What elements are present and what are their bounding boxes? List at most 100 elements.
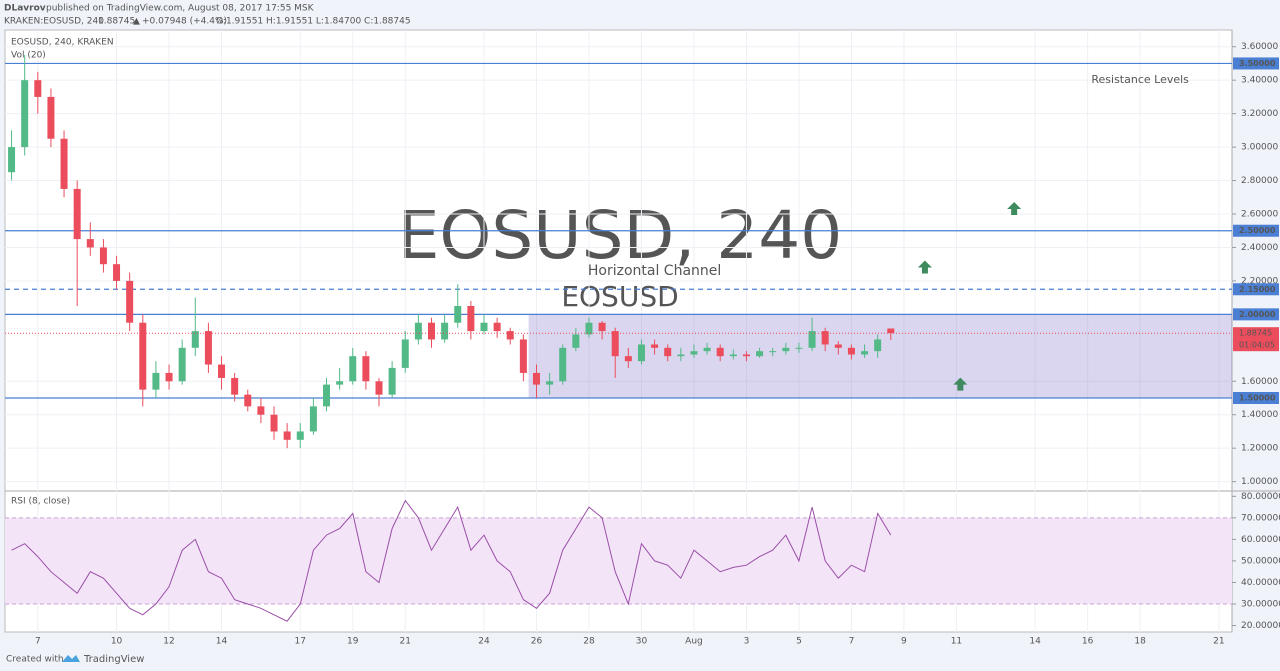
candle-body xyxy=(139,322,147,390)
candle-body xyxy=(296,431,304,440)
candle-body xyxy=(8,147,16,173)
rsi-band xyxy=(5,517,1232,604)
candle-body xyxy=(152,372,160,390)
y-tick-label: 1.60000 xyxy=(1241,377,1278,387)
watermark-sub: EOSUSD xyxy=(561,280,678,313)
candle-body xyxy=(204,331,212,365)
candle-body xyxy=(493,322,501,332)
candle-body xyxy=(34,80,42,97)
change: +0.07948 (+4.4%) xyxy=(142,17,227,27)
channel-label: Horizontal Channel xyxy=(588,263,721,279)
x-tick-label: 12 xyxy=(163,637,174,647)
arrow xyxy=(953,377,968,391)
candle-body xyxy=(546,381,554,385)
candle-body xyxy=(624,356,632,362)
y-tick-label: 1.20000 xyxy=(1241,444,1278,454)
level-label-box xyxy=(1233,392,1279,404)
candle-body xyxy=(178,347,186,382)
candle-body xyxy=(532,372,540,385)
candle-body xyxy=(231,377,239,395)
candle-body xyxy=(874,339,882,352)
x-tick-label: Aug xyxy=(685,637,703,647)
footer-created: Created with xyxy=(6,655,64,665)
x-tick-label: 11 xyxy=(951,637,962,647)
candle-body xyxy=(257,406,265,415)
x-tick-label: 21 xyxy=(400,637,411,647)
x-tick-label: 26 xyxy=(531,637,543,647)
x-tick-label: 7 xyxy=(849,637,855,647)
candle-body xyxy=(86,239,94,248)
level-label: 2.15000 xyxy=(1239,285,1276,294)
candle-body xyxy=(782,347,790,352)
candle-body xyxy=(309,406,317,432)
y-tick-label: 3.00000 xyxy=(1241,143,1278,153)
candle-body xyxy=(887,328,895,334)
candle-body xyxy=(73,188,81,240)
level-label: 2.50000 xyxy=(1239,226,1276,235)
countdown: 01:04:05 xyxy=(1239,341,1275,350)
candle-body xyxy=(480,322,488,332)
level-label-box xyxy=(1233,224,1279,237)
y-tick-label: 3.40000 xyxy=(1241,76,1278,86)
candle-body xyxy=(519,339,527,373)
x-tick-label: 5 xyxy=(796,637,802,647)
x-tick-label: 28 xyxy=(583,637,595,647)
watermark: EOSUSD, 240 xyxy=(398,197,843,274)
arrow xyxy=(917,260,932,274)
y-tick-label: 3.60000 xyxy=(1241,42,1278,52)
candle-body xyxy=(756,351,764,357)
annotation: Resistance Levels xyxy=(1091,73,1189,86)
candle-body xyxy=(375,381,383,395)
candle-body xyxy=(388,367,396,395)
channel xyxy=(528,314,1232,398)
candle-body xyxy=(847,347,855,355)
y-tick-label: 70.00000 xyxy=(1241,513,1280,523)
level-label: 2.00000 xyxy=(1239,310,1276,319)
candle-body xyxy=(191,331,199,348)
candle-body xyxy=(585,322,593,335)
x-tick-label: 10 xyxy=(111,637,123,647)
chart-subtitle: Vol (20) xyxy=(11,51,46,61)
candle-body xyxy=(742,354,750,357)
level-label-box xyxy=(1233,57,1279,70)
rsi-line xyxy=(11,499,892,622)
y-tick-label: 3.20000 xyxy=(1241,109,1278,119)
candle-body xyxy=(506,331,514,340)
ohlc: O:1.91551 H:1.91551 L:1.84700 C:1.88745 xyxy=(216,17,411,27)
candle-body xyxy=(336,381,344,385)
y-tick-label: 1.40000 xyxy=(1241,410,1278,420)
y-tick-label: 2.60000 xyxy=(1241,210,1278,220)
candle-body xyxy=(690,351,698,355)
candle-body xyxy=(47,96,55,139)
last-price-box xyxy=(1233,327,1279,352)
x-tick-label: 17 xyxy=(295,637,306,647)
candle-body xyxy=(703,347,711,352)
candle-body xyxy=(60,138,68,189)
candle-body xyxy=(349,356,357,382)
x-tick-label: 21 xyxy=(1213,637,1224,647)
x-tick-label: 9 xyxy=(901,637,907,647)
x-tick-label: 14 xyxy=(1029,637,1041,647)
y-tick-label: 2.20000 xyxy=(1241,276,1278,286)
x-tick-label: 18 xyxy=(1134,637,1146,647)
candle-body xyxy=(808,331,816,348)
candle-body xyxy=(323,384,331,407)
candle-body xyxy=(362,356,370,382)
candle-body xyxy=(651,344,659,348)
candle-body xyxy=(795,347,803,349)
x-tick-label: 30 xyxy=(636,637,648,647)
candle-body xyxy=(270,414,278,432)
candle-body xyxy=(401,339,409,368)
level-label: 3.50000 xyxy=(1239,59,1276,68)
last-price-label: 1.88745 xyxy=(1239,329,1272,338)
candle-body xyxy=(165,372,173,382)
y-tick-label: 2.40000 xyxy=(1241,243,1278,253)
footer-logo xyxy=(62,655,80,662)
candle-body xyxy=(611,331,619,357)
candle-body xyxy=(414,322,422,340)
candle-body xyxy=(99,247,107,265)
x-tick-label: 7 xyxy=(35,637,41,647)
candle-body xyxy=(637,344,645,362)
candle-body xyxy=(716,347,724,357)
